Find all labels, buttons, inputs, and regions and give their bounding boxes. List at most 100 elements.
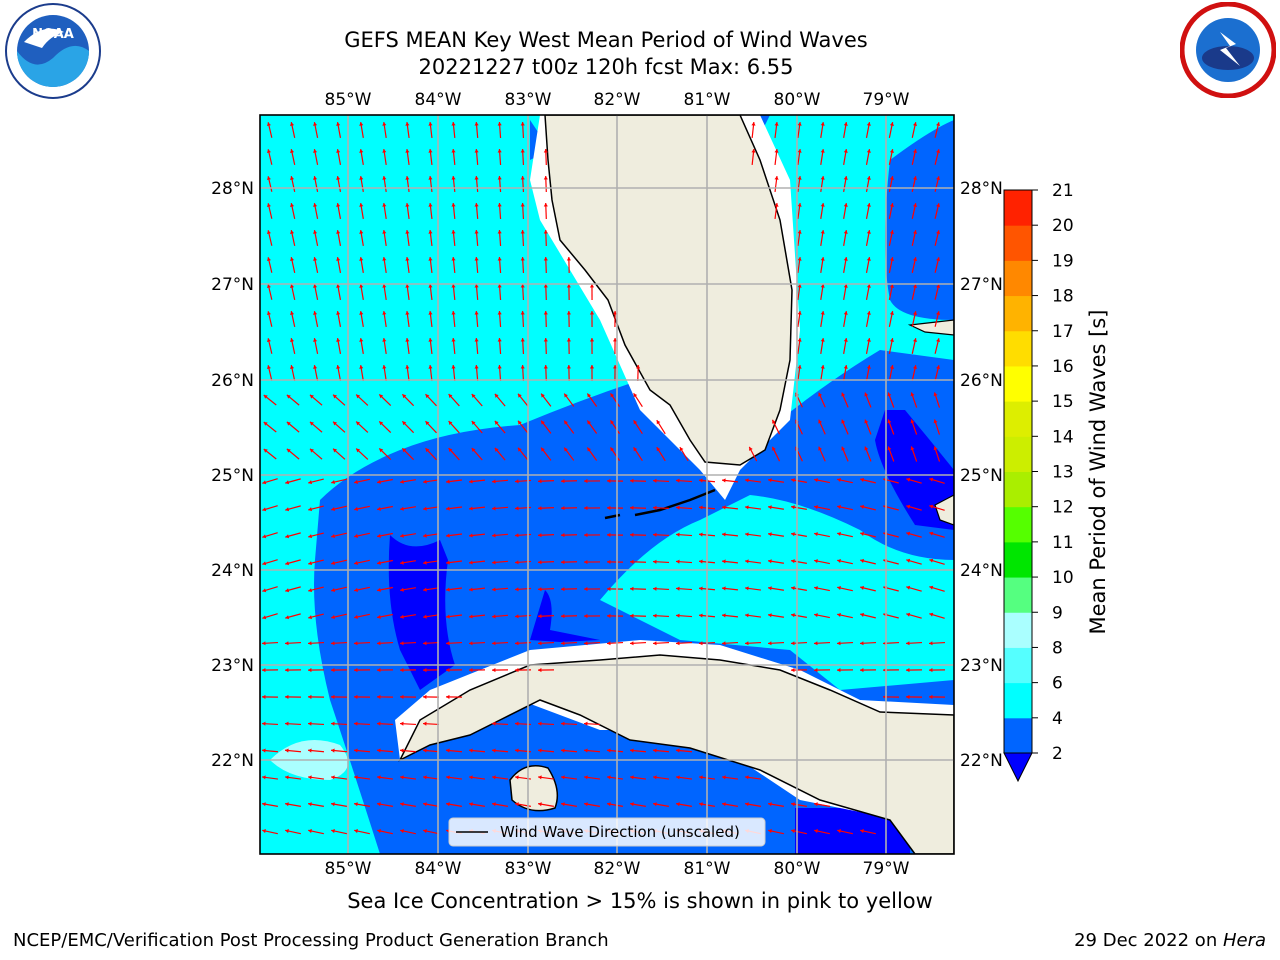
wind-arrow-head (354, 479, 358, 484)
wind-arrow-head (359, 122, 364, 126)
wind-arrow-head (566, 284, 571, 288)
wind-arrow-head (612, 338, 618, 342)
wind-arrow-head (887, 419, 892, 424)
wind-arrow-head (676, 641, 680, 646)
wind-arrow-head (841, 392, 846, 397)
wind-arrow-head (745, 802, 749, 807)
lat-label-right: 27°N (960, 275, 1003, 295)
wind-arrow-head (263, 395, 268, 399)
wind-arrow-head (285, 534, 290, 539)
wind-arrow-head (428, 176, 433, 180)
wind-arrow-head (936, 149, 941, 154)
wind-arrow-head (492, 560, 496, 565)
wind-arrow-head (285, 694, 289, 699)
wind-arrow-head (285, 641, 289, 646)
wind-arrow-head (309, 394, 314, 399)
wind-arrow-head (285, 748, 289, 753)
colorbar-segment (1004, 225, 1032, 261)
wind-arrow-head (820, 122, 825, 126)
wind-arrow-head (382, 176, 387, 180)
wind-arrow-head (515, 802, 519, 807)
wind-arrow-head (285, 721, 289, 726)
wind-arrow-head (797, 257, 802, 261)
wind-arrow-head (636, 365, 641, 369)
wind-arrow-head (262, 694, 266, 699)
colorbar-tick-label: 8 (1052, 638, 1063, 658)
lat-label-left: 28°N (211, 179, 254, 199)
wind-arrow-head (797, 149, 802, 153)
wind-arrow-head (538, 641, 542, 646)
wind-arrow-head (679, 447, 684, 452)
wind-arrow-head (818, 419, 823, 424)
wind-arrow-head (722, 532, 726, 537)
wind-arrow-head (566, 365, 571, 369)
wind-arrow-head (837, 829, 841, 834)
wind-arrow-head (745, 505, 749, 510)
wind-arrow-head (936, 311, 941, 316)
wind-arrow-head (864, 392, 869, 397)
wind-arrow-head (561, 479, 565, 484)
wind-arrow-head (405, 230, 410, 234)
wind-arrow-head (818, 392, 823, 397)
wind-arrow-head (587, 447, 592, 452)
wind-arrow-head (561, 506, 565, 511)
wind-arrow-head (676, 775, 680, 780)
wind-arrow-head (469, 533, 473, 538)
colorbar-segment (1004, 541, 1032, 578)
wind-arrow-head (266, 257, 271, 262)
wind-arrow-head (405, 176, 410, 180)
wind-arrow-head (400, 587, 404, 592)
wind-arrow-head (612, 311, 618, 315)
wind-arrow-head (676, 802, 680, 807)
wind-arrow-head (814, 478, 818, 483)
wind-arrow-head (308, 480, 313, 485)
wind-arrow-head (910, 392, 915, 397)
wind-arrow-head (566, 338, 571, 342)
wind-arrow-head (656, 420, 661, 425)
wind-arrow-head (791, 668, 795, 673)
wind-arrow-head (607, 613, 611, 619)
wind-arrow-head (676, 505, 680, 510)
wind-arrow-head (262, 668, 266, 673)
wind-arrow-head (906, 694, 910, 699)
wind-arrow-head (313, 257, 318, 261)
colorbar-segment (1004, 717, 1032, 754)
colorbar-tick-label: 6 (1052, 674, 1063, 694)
wind-arrow-head (515, 479, 519, 484)
wind-arrow-head (377, 748, 381, 753)
wind-arrow-head (428, 338, 433, 342)
wind-arrow-head (359, 338, 364, 342)
wind-arrow-head (308, 775, 312, 780)
wind-arrow-head (333, 394, 337, 399)
wind-arrow-head (262, 561, 267, 566)
colorbar-under-triangle (1003, 752, 1033, 783)
wind-arrow-head (308, 507, 313, 512)
lon-label-bottom: 82°W (594, 859, 641, 879)
wind-arrow-head (517, 393, 522, 398)
wind-arrow-head (912, 257, 918, 261)
wind-arrow-head (515, 668, 519, 673)
wind-arrow-head (936, 122, 941, 127)
wind-arrow-head (866, 230, 871, 234)
wind-arrow-head (543, 176, 548, 180)
wind-arrow-head (699, 641, 703, 646)
wind-arrow-head (906, 504, 911, 509)
wind-arrow-head (336, 203, 341, 207)
wind-arrow-head (607, 748, 611, 753)
wind-arrow-head (584, 478, 588, 484)
wind-arrow-head (676, 586, 680, 591)
wind-arrow-head (336, 284, 341, 288)
wind-arrow-head (561, 641, 565, 646)
wind-arrow-head (474, 311, 479, 315)
wind-arrow-head (451, 149, 456, 153)
wind-arrow-head (912, 365, 918, 369)
wind-arrow-head (309, 448, 314, 453)
wind-arrow-head (889, 149, 894, 153)
wind-arrow-head (359, 284, 364, 288)
wind-arrow-head (584, 748, 588, 753)
wind-arrow-head (538, 560, 542, 565)
wind-arrow-head (538, 614, 542, 619)
wind-arrow-head (749, 446, 753, 451)
colorbar-tick-label: 20 (1052, 216, 1074, 236)
wind-arrow-head (331, 694, 335, 699)
